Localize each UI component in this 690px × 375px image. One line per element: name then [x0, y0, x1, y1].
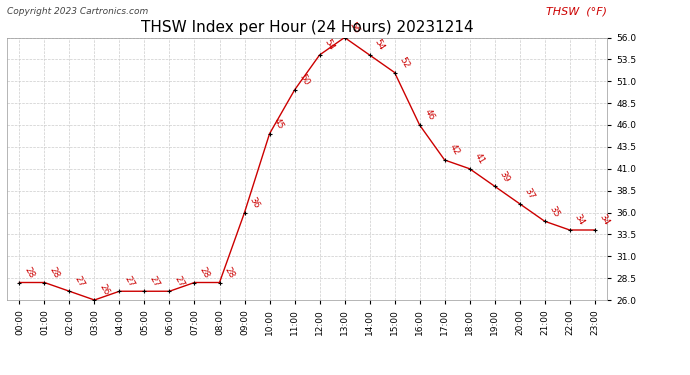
- Text: 34: 34: [598, 213, 611, 227]
- Point: [39, 279, 50, 285]
- Point: [114, 288, 125, 294]
- Point: [439, 157, 450, 163]
- Text: 27: 27: [122, 274, 136, 288]
- Point: [539, 218, 550, 224]
- Point: [514, 201, 525, 207]
- Text: 42: 42: [447, 143, 461, 157]
- Point: [489, 183, 500, 189]
- Point: [589, 227, 600, 233]
- Point: [464, 166, 475, 172]
- Text: 50: 50: [297, 73, 311, 87]
- Text: 35: 35: [547, 204, 561, 219]
- Text: 52: 52: [397, 56, 411, 70]
- Text: 36: 36: [247, 195, 261, 210]
- Text: 26: 26: [97, 283, 110, 297]
- Point: [189, 279, 200, 285]
- Text: 41: 41: [473, 152, 486, 166]
- Text: 54: 54: [322, 38, 336, 52]
- Text: 27: 27: [147, 274, 161, 288]
- Text: 28: 28: [222, 266, 236, 280]
- Point: [64, 288, 75, 294]
- Title: THSW Index per Hour (24 Hours) 20231214: THSW Index per Hour (24 Hours) 20231214: [141, 20, 473, 35]
- Text: 45: 45: [273, 117, 286, 131]
- Point: [14, 279, 25, 285]
- Point: [264, 131, 275, 137]
- Point: [364, 52, 375, 58]
- Text: 28: 28: [22, 266, 36, 280]
- Point: [289, 87, 300, 93]
- Point: [89, 297, 100, 303]
- Text: 37: 37: [522, 186, 536, 201]
- Point: [564, 227, 575, 233]
- Text: 46: 46: [422, 108, 436, 122]
- Point: [314, 52, 325, 58]
- Point: [339, 34, 350, 40]
- Point: [239, 210, 250, 216]
- Text: THSW  (°F): THSW (°F): [546, 6, 607, 16]
- Point: [389, 69, 400, 75]
- Point: [214, 279, 225, 285]
- Point: [139, 288, 150, 294]
- Point: [164, 288, 175, 294]
- Point: [414, 122, 425, 128]
- Text: 39: 39: [497, 169, 511, 183]
- Text: Copyright 2023 Cartronics.com: Copyright 2023 Cartronics.com: [7, 8, 148, 16]
- Text: 27: 27: [172, 274, 186, 288]
- Text: 28: 28: [197, 266, 210, 280]
- Text: 28: 28: [47, 266, 61, 280]
- Text: 34: 34: [573, 213, 586, 227]
- Text: 27: 27: [72, 274, 86, 288]
- Text: 54: 54: [373, 38, 386, 52]
- Text: 56: 56: [347, 20, 361, 35]
